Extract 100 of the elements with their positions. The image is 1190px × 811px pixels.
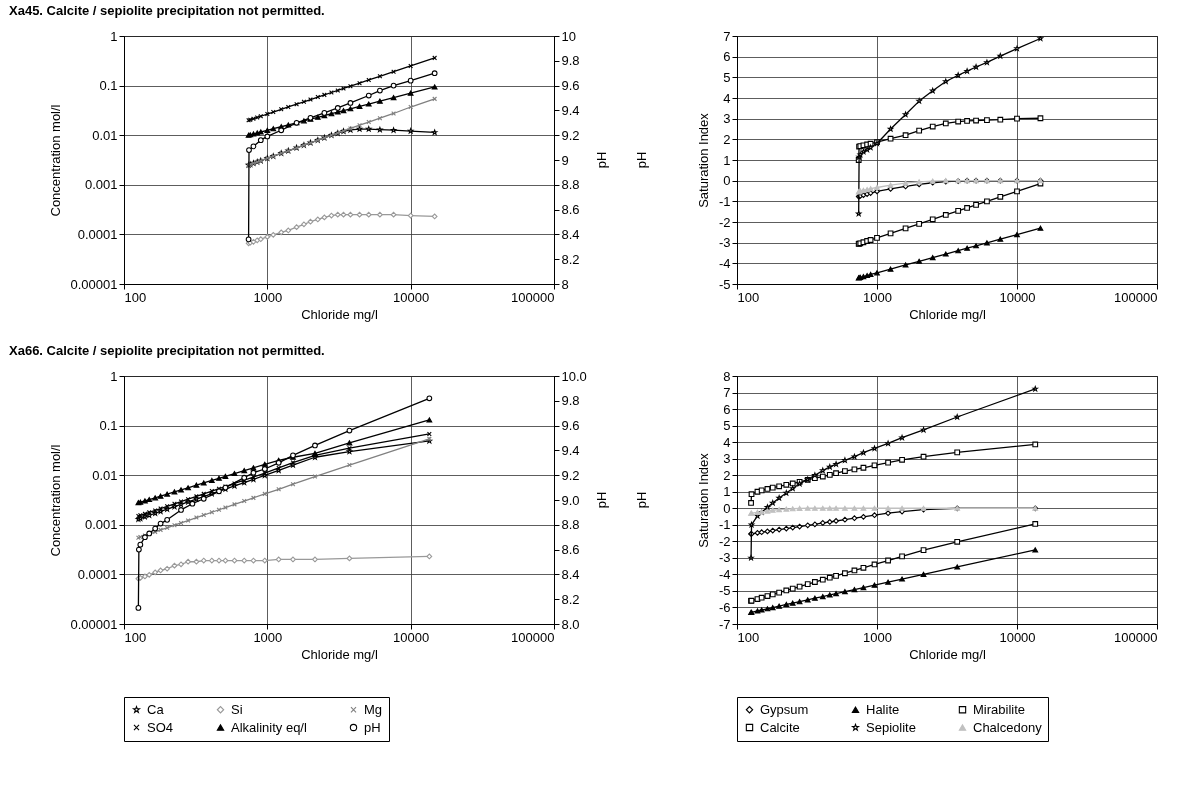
x-tick-label: 100000: [511, 629, 555, 645]
y-tick-label: 6: [723, 401, 731, 417]
x-tick-label: 1000: [863, 289, 892, 305]
y2-tick-label: 9.6: [561, 418, 580, 434]
x-tick-label: 10000: [999, 629, 1036, 645]
y-tick-label: 7: [723, 28, 731, 44]
y-tick-label: 0.001: [84, 517, 118, 533]
legend-label: Sepiolite: [866, 719, 916, 735]
legend-label: Halite: [866, 701, 900, 717]
y2-tick-label: 9.2: [561, 467, 580, 483]
x-tick-label: 10000: [999, 289, 1036, 305]
y-tick-label: 2: [723, 467, 731, 483]
y-tick-label: -6: [718, 599, 731, 615]
y-tick-label: 0.00001: [70, 616, 118, 632]
x-tick-label: 10000: [393, 289, 430, 305]
legend-label: Ca: [147, 701, 165, 717]
y2-tick-label: 8.6: [561, 202, 580, 218]
x-tick-label: 100000: [1114, 289, 1158, 305]
y2-tick-label: 8.4: [561, 566, 580, 582]
y-tick-label: -7: [718, 616, 731, 632]
y-axis-title: Concentration mol/l: [47, 444, 63, 557]
y-tick-label: -4: [718, 255, 731, 271]
legend-label: Si: [231, 701, 243, 717]
y2-tick-label: 10: [561, 28, 576, 44]
y-tick-label: -4: [718, 566, 731, 582]
legend-label: pH: [364, 719, 381, 735]
y-tick-label: 3: [723, 111, 731, 127]
y-tick-label: 4: [723, 434, 731, 450]
y-axis-title: Concentration mol/l: [47, 104, 63, 217]
x-tick-label: 100000: [1114, 629, 1158, 645]
y-tick-label: 1: [723, 484, 731, 500]
x-tick-label: 100: [737, 289, 760, 305]
y2-tick-label: 9: [561, 152, 569, 168]
y2-tick-label: 9.8: [561, 393, 580, 409]
legend-label: SO4: [147, 719, 174, 735]
chart-title: Xa45. Calcite / sepiolite precipitation not permitted.: [9, 3, 325, 18]
y-tick-label: 0.1: [99, 78, 118, 94]
y-tick-label: 3: [723, 451, 731, 467]
y-tick-label: 0.01: [92, 127, 118, 143]
y2-tick-label: 9.4: [561, 442, 580, 458]
legend-label: Calcite: [760, 719, 800, 735]
y-tick-label: 2: [723, 131, 731, 147]
legend-label: Alkalinity eq/l: [231, 719, 307, 735]
x-tick-label: 1000: [253, 289, 283, 305]
y2-tick-label: 9.0: [561, 492, 580, 508]
y2-tick-label: 8: [561, 276, 569, 292]
legend-label: Mirabilite: [973, 701, 1026, 717]
y-tick-label: 1: [723, 152, 731, 168]
y-tick-label: 6: [723, 49, 731, 65]
legend-label: Mg: [364, 701, 383, 717]
y-tick-label: 1: [110, 28, 118, 44]
x-tick-label: 1000: [253, 629, 283, 645]
y-tick-label: 7: [723, 385, 731, 401]
y2-tick-label: 8.8: [561, 177, 580, 193]
y2-tick-label: 8.2: [561, 251, 580, 267]
y2-tick-label: 8.2: [561, 591, 580, 607]
x-tick-label: 100: [124, 289, 147, 305]
y-tick-label: 8: [723, 368, 731, 384]
x-axis-title: Chloride mg/l: [301, 306, 378, 322]
y-tick-label: -1: [718, 517, 731, 533]
x-tick-label: 100: [737, 629, 760, 645]
y-tick-label: 1: [110, 368, 118, 384]
y2-tick-label: 9.6: [561, 78, 580, 94]
y-axis-title: Saturation Index: [695, 112, 711, 208]
y-tick-label: -2: [718, 214, 731, 230]
y-tick-label: 4: [723, 90, 731, 106]
y-tick-label: 0: [723, 500, 731, 516]
y-tick-label: 5: [723, 418, 731, 434]
y2-axis-title: pH: [594, 491, 609, 509]
chart-title: Xa66. Calcite / sepiolite precipitation not permitted.: [9, 343, 325, 358]
y2-axis-title: pH: [634, 151, 649, 169]
y2-tick-label: 8.0: [561, 616, 580, 632]
y2-tick-label: 9.8: [561, 53, 580, 69]
y-axis-title: Saturation Index: [695, 452, 711, 548]
y2-tick-label: 9.4: [561, 102, 580, 118]
y-tick-label: -5: [718, 583, 731, 599]
y2-axis-title: pH: [634, 491, 649, 509]
y-tick-label: 5: [723, 69, 731, 85]
y2-tick-label: 8.4: [561, 226, 580, 242]
y-tick-label: -3: [718, 235, 731, 251]
y-tick-label: 0.0001: [77, 566, 118, 582]
y-tick-label: -2: [718, 533, 731, 549]
x-axis-title: Chloride mg/l: [301, 646, 378, 662]
y2-axis-title: pH: [594, 151, 609, 169]
y-tick-label: -1: [718, 193, 731, 209]
legend-label: Chalcedony: [973, 719, 1043, 735]
y-tick-label: 0.0001: [77, 226, 118, 242]
x-tick-label: 1000: [863, 629, 892, 645]
x-axis-title: Chloride mg/l: [909, 306, 986, 322]
y2-tick-label: 8.8: [561, 517, 580, 533]
x-tick-label: 100: [124, 629, 147, 645]
x-tick-label: 100000: [511, 289, 555, 305]
y2-tick-label: 9.2: [561, 127, 580, 143]
y-tick-label: 0.00001: [70, 276, 118, 292]
y-tick-label: -5: [718, 276, 731, 292]
legend-label: Gypsum: [760, 701, 809, 717]
y2-tick-label: 10.0: [561, 368, 587, 384]
y-tick-label: 0.01: [92, 467, 118, 483]
x-axis-title: Chloride mg/l: [909, 646, 986, 662]
y-tick-label: -3: [718, 550, 731, 566]
